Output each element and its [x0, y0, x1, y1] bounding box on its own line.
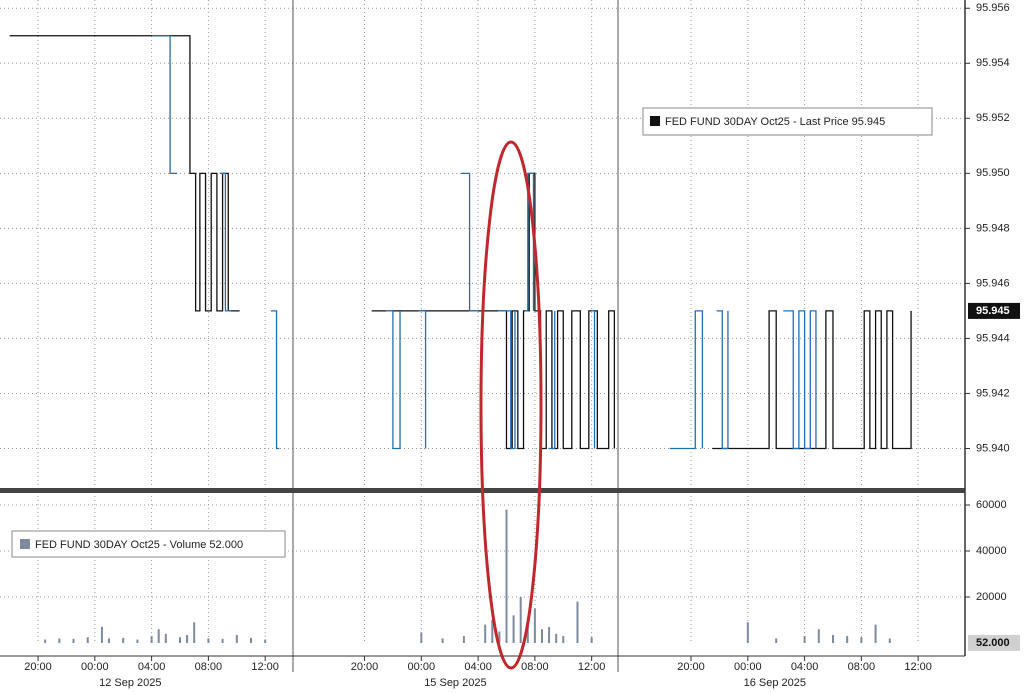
x-tick-label: 00:00	[408, 661, 436, 673]
x-tick-label: 08:00	[848, 661, 876, 673]
volume-bar	[505, 509, 508, 643]
volume-bar	[555, 633, 558, 643]
volume-bar	[122, 637, 125, 643]
volume-bar	[803, 636, 806, 643]
last-value-tag	[968, 634, 1020, 651]
plot-layer	[9, 35, 912, 643]
volume-bar	[441, 638, 444, 643]
date-label: 15 Sep 2025	[424, 677, 486, 689]
y-tick-label: 40000	[976, 545, 1007, 557]
volume-bar	[533, 608, 536, 643]
y-tick-label: 95.950	[976, 167, 1010, 179]
y-tick-label: 95.942	[976, 387, 1010, 399]
volume-bar	[221, 638, 224, 643]
volume-bar	[888, 638, 891, 643]
volume-bar	[136, 639, 139, 643]
x-tick-label: 00:00	[81, 661, 109, 673]
volume-bar	[526, 622, 529, 643]
volume-bar	[264, 639, 267, 643]
volume-bar	[186, 634, 189, 643]
y-tick-label: 95.954	[976, 57, 1010, 69]
y-tick-label: 20000	[976, 591, 1007, 603]
volume-bar	[484, 624, 487, 643]
y-tick-label: 95.956	[976, 2, 1010, 14]
date-label: 12 Sep 2025	[99, 677, 161, 689]
x-tick-label: 04:00	[791, 661, 819, 673]
volume-bar	[420, 632, 423, 643]
volume-bar	[491, 619, 494, 643]
volume-bar	[775, 638, 778, 643]
y-tick-label: 95.948	[976, 222, 1010, 234]
y-tick-label: 95.944	[976, 332, 1010, 344]
volume-legend: FED FUND 30DAY Oct25 - Volume 52.000	[11, 530, 286, 558]
volume-bar	[44, 639, 47, 643]
volume-bar	[512, 615, 515, 643]
volume-bar	[207, 638, 210, 643]
volume-bar	[519, 596, 522, 643]
legend-text: FED FUND 30DAY Oct25 - Last Price 95.945	[665, 116, 885, 128]
x-tick-label: 12:00	[904, 661, 932, 673]
volume-bar	[108, 638, 111, 643]
x-tick-label: 04:00	[464, 661, 492, 673]
last-value-tag	[968, 302, 1020, 319]
volume-bar	[178, 637, 181, 643]
volume-bar	[874, 624, 877, 643]
y-tick-label: 60000	[976, 499, 1007, 511]
volume-bar	[235, 634, 238, 643]
legend-box	[642, 107, 933, 136]
volume-bar	[562, 636, 565, 643]
x-tick-label: 08:00	[195, 661, 223, 673]
date-label: 16 Sep 2025	[744, 677, 806, 689]
volume-bar	[846, 636, 849, 643]
x-tick-label: 20:00	[677, 661, 705, 673]
volume-bar	[164, 633, 167, 643]
volume-bar	[72, 638, 75, 643]
legend-swatch	[650, 116, 660, 126]
volume-bar	[498, 631, 501, 643]
x-tick-label: 00:00	[734, 661, 762, 673]
volume-bar	[86, 637, 89, 643]
volume-bar	[746, 622, 749, 643]
price-legend: FED FUND 30DAY Oct25 - Last Price 95.945	[642, 107, 933, 136]
last-value-label: 52.000	[976, 637, 1010, 649]
volume-bar	[860, 637, 863, 643]
volume-bar	[100, 626, 103, 643]
highlight-ellipse	[479, 140, 543, 670]
volume-bar	[576, 601, 579, 643]
volume-bar	[548, 626, 551, 643]
y-tick-label: 95.946	[976, 277, 1010, 289]
volume-bar	[157, 629, 160, 643]
volume-bar	[817, 629, 820, 643]
x-tick-label: 12:00	[578, 661, 606, 673]
legend-box	[11, 530, 286, 558]
legend-text: FED FUND 30DAY Oct25 - Volume 52.000	[35, 539, 243, 551]
x-tick-label: 20:00	[351, 661, 379, 673]
legend-swatch	[20, 539, 30, 549]
last-value-label: 95.945	[976, 305, 1010, 317]
volume-bar	[150, 636, 153, 643]
y-tick-label: 95.952	[976, 112, 1010, 124]
volume-bar	[193, 622, 196, 643]
x-tick-label: 08:00	[521, 661, 549, 673]
volume-bar	[590, 637, 593, 643]
x-tick-label: 12:00	[251, 661, 279, 673]
volume-bar	[249, 637, 252, 643]
volume-bar	[462, 636, 465, 643]
y-tick-label: 95.940	[976, 442, 1010, 454]
volume-bar	[831, 634, 834, 643]
x-tick-label: 20:00	[24, 661, 52, 673]
price-line	[151, 35, 817, 450]
x-tick-label: 04:00	[138, 661, 166, 673]
volume-bar	[58, 638, 61, 643]
volume-bar	[540, 629, 543, 643]
